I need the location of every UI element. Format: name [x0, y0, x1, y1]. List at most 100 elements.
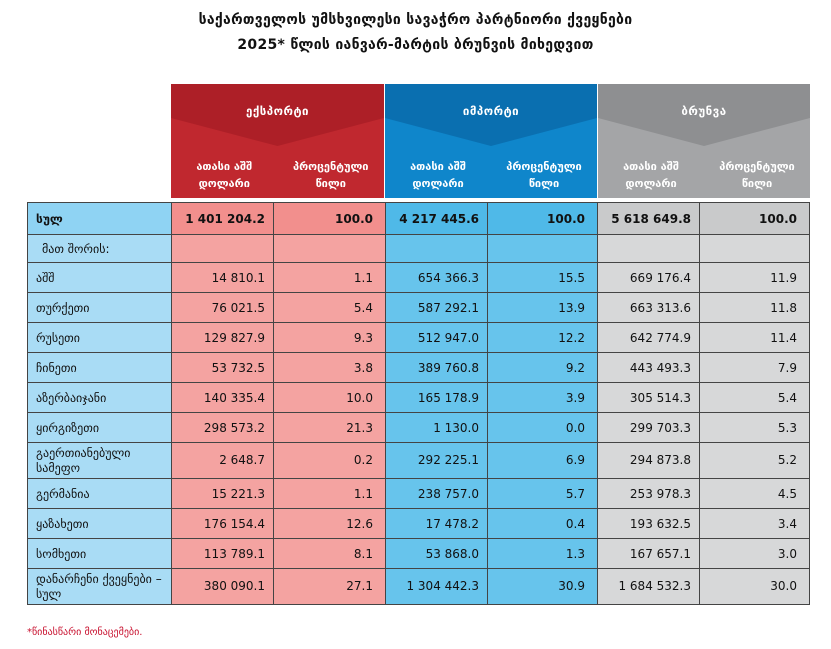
import-share-cell: 1.3: [487, 538, 598, 569]
turnover-share-cell: 11.8: [699, 292, 810, 323]
empty-cell: [597, 234, 700, 263]
export-share-cell: 27.1: [273, 568, 386, 605]
country-cell: აზერბაიჯანი: [27, 382, 172, 413]
import-share-cell: 13.9: [487, 292, 598, 323]
import-share-cell: 30.9: [487, 568, 598, 605]
table-row: აზერბაიჯანი 140 335.4 10.0 165 178.9 3.9 305 …: [27, 382, 810, 413]
export-header: ექსპორტი ათასი აშშ დოლარი პროცენტული წილ…: [171, 84, 384, 198]
country-cell: სულ: [27, 202, 172, 235]
import-value-cell: 53 868.0: [385, 538, 488, 569]
table-row: ჩინეთი 53 732.5 3.8 389 760.8 9.2 443 493.3 7.…: [27, 352, 810, 383]
turnover-value-cell: 294 873.8: [597, 442, 700, 479]
turnover-share-cell: 30.0: [699, 568, 810, 605]
table-row: აშშ 14 810.1 1.1 654 366.3 15.5 669 176.4 11.9: [27, 262, 810, 293]
turnover-share-cell: 5.2: [699, 442, 810, 479]
turnover-value-cell: 305 514.3: [597, 382, 700, 413]
import-share-cell: 6.9: [487, 442, 598, 479]
export-share-cell: 3.8: [273, 352, 386, 383]
empty-cell: [699, 234, 810, 263]
export-share-cell: 100.0: [273, 202, 386, 235]
export-col-share-header: პროცენტული წილი: [292, 160, 369, 190]
country-cell: ჩინეთი: [27, 352, 172, 383]
turnover-label: ბრუნვა: [681, 104, 727, 118]
turnover-col-share-header: პროცენტული წილი: [719, 160, 795, 190]
export-value-cell: 1 401 204.2: [171, 202, 274, 235]
export-value-cell: 76 021.5: [171, 292, 274, 323]
turnover-value-cell: 642 774.9: [597, 322, 700, 353]
import-col-share-header: პროცენტული წილი: [506, 160, 582, 190]
import-share-cell: 15.5: [487, 262, 598, 293]
turnover-share-cell: 5.3: [699, 412, 810, 443]
turnover-share-cell: 100.0: [699, 202, 810, 235]
export-share-cell: 5.4: [273, 292, 386, 323]
import-value-cell: 512 947.0: [385, 322, 488, 353]
turnover-share-cell: 3.4: [699, 508, 810, 539]
import-label: იმპორტი: [462, 104, 520, 118]
export-share-cell: 1.1: [273, 478, 386, 509]
import-value-cell: 4 217 445.6: [385, 202, 488, 235]
country-cell: თურქეთი: [27, 292, 172, 323]
import-chevron-shape: [385, 84, 597, 146]
table-row: ყაზახეთი 176 154.4 12.6 17 478.2 0.4 193 632.…: [27, 508, 810, 539]
import-share-cell: 12.2: [487, 322, 598, 353]
total-row: სულ 1 401 204.2 100.0 4 217 445.6 100.0 …: [27, 202, 810, 235]
turnover-value-cell: 443 493.3: [597, 352, 700, 383]
import-value-cell: 238 757.0: [385, 478, 488, 509]
import-share-cell: 0.4: [487, 508, 598, 539]
import-share-cell: 3.9: [487, 382, 598, 413]
turnover-value-cell: 193 632.5: [597, 508, 700, 539]
table-row: თურქეთი 76 021.5 5.4 587 292.1 13.9 663 313.6…: [27, 292, 810, 323]
import-value-cell: 389 760.8: [385, 352, 488, 383]
empty-cell: [273, 234, 386, 263]
country-cell: რუსეთი: [27, 322, 172, 353]
turnover-value-cell: 253 978.3: [597, 478, 700, 509]
turnover-share-cell: 7.9: [699, 352, 810, 383]
turnover-chevron-shape: [598, 84, 810, 146]
turnover-share-cell: 11.4: [699, 322, 810, 353]
turnover-share-cell: 3.0: [699, 538, 810, 569]
export-value-cell: 14 810.1: [171, 262, 274, 293]
empty-cell: [171, 234, 274, 263]
country-cell: გერმანია: [27, 478, 172, 509]
import-share-cell: 9.2: [487, 352, 598, 383]
export-value-cell: 15 221.3: [171, 478, 274, 509]
country-cell: ყირგიზეთი: [27, 412, 172, 443]
import-header: იმპორტი ათასი აშშ დოლარი პროცენტული წილი: [385, 84, 597, 198]
turnover-value-cell: 669 176.4: [597, 262, 700, 293]
export-value-cell: 129 827.9: [171, 322, 274, 353]
import-value-cell: 1 304 442.3: [385, 568, 488, 605]
import-share-cell: 100.0: [487, 202, 598, 235]
export-chevron-shape: [171, 84, 384, 146]
table-row: ყირგიზეთი 298 573.2 21.3 1 130.0 0.0 299 703.…: [27, 412, 810, 443]
export-value-cell: 113 789.1: [171, 538, 274, 569]
export-share-cell: 0.2: [273, 442, 386, 479]
import-share-cell: 0.0: [487, 412, 598, 443]
country-cell: ყაზახეთი: [27, 508, 172, 539]
footnote: *წინასწარი მონაცემები.: [27, 627, 143, 638]
import-value-cell: 17 478.2: [385, 508, 488, 539]
country-cell: გაერთიანებული სამეფო: [27, 442, 172, 479]
turnover-share-cell: 5.4: [699, 382, 810, 413]
country-cell: სომხეთი: [27, 538, 172, 569]
export-label: ექსპორტი: [245, 104, 310, 118]
turnover-value-cell: 663 313.6: [597, 292, 700, 323]
turnover-value-cell: 299 703.3: [597, 412, 700, 443]
export-value-cell: 53 732.5: [171, 352, 274, 383]
import-col-value-header: ათასი აშშ დოლარი: [410, 160, 466, 190]
turnover-share-cell: 4.5: [699, 478, 810, 509]
export-share-cell: 8.1: [273, 538, 386, 569]
import-value-cell: 1 130.0: [385, 412, 488, 443]
among-them-row: მათ შორის:: [27, 234, 810, 263]
among-them-label: მათ შორის:: [27, 234, 172, 263]
country-cell: დანარჩენი ქვეყნები – სულ: [27, 568, 172, 605]
export-share-cell: 9.3: [273, 322, 386, 353]
turnover-header: ბრუნვა ათასი აშშ დოლარი პროცენტული წილი: [598, 84, 810, 198]
export-share-cell: 12.6: [273, 508, 386, 539]
import-value-cell: 654 366.3: [385, 262, 488, 293]
import-value-cell: 292 225.1: [385, 442, 488, 479]
country-cell: აშშ: [27, 262, 172, 293]
import-value-cell: 587 292.1: [385, 292, 488, 323]
table-row: გერმანია 15 221.3 1.1 238 757.0 5.7 253 978.3…: [27, 478, 810, 509]
table-row: გაერთიანებული სამეფო 2 648.7 0.2 292 225.1 6…: [27, 442, 810, 479]
export-share-cell: 21.3: [273, 412, 386, 443]
